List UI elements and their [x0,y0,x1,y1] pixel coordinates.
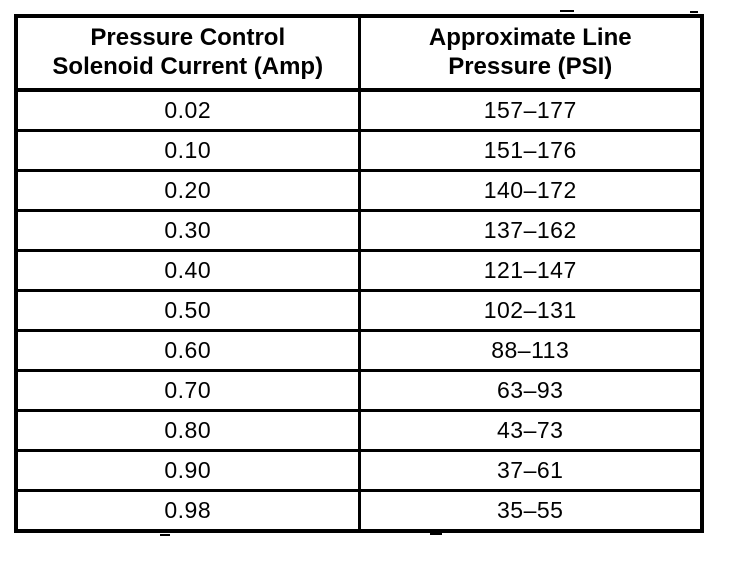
scan-artifact [690,11,698,13]
scan-artifact [430,533,442,535]
header-cell-pressure: Approximate Line Pressure (PSI) [357,14,704,92]
header-row: Pressure Control Solenoid Current (Amp) … [14,14,704,92]
current-cell: 0.20 [14,169,361,212]
header-current-line1: Pressure Control [90,24,286,51]
current-cell: 0.10 [14,129,361,172]
pressure-cell: 88–113 [357,329,704,372]
pressure-cell: 157–177 [357,88,704,132]
current-cell: 0.50 [14,289,361,332]
table-row: 0.98 35–55 [14,489,704,533]
current-cell: 0.02 [14,88,361,132]
header-pressure-line2: Pressure (PSI) [448,53,613,80]
current-cell: 0.40 [14,249,361,292]
pressure-cell: 121–147 [357,249,704,292]
table-row: 0.10 151–176 [14,129,704,172]
table-row: 0.60 88–113 [14,329,704,372]
pressure-cell: 37–61 [357,449,704,492]
current-cell: 0.90 [14,449,361,492]
table-header: Pressure Control Solenoid Current (Amp) … [14,14,704,92]
current-cell: 0.30 [14,209,361,252]
header-pressure-line1: Approximate Line [428,24,632,51]
pressure-cell: 63–93 [357,369,704,412]
table-row: 0.02 157–177 [14,88,704,132]
pressure-cell: 140–172 [357,169,704,212]
header-current-line2: Solenoid Current (Amp) [52,53,324,80]
table-row: 0.20 140–172 [14,169,704,212]
current-cell: 0.60 [14,329,361,372]
table-row: 0.40 121–147 [14,249,704,292]
table-row: 0.30 137–162 [14,209,704,252]
pressure-cell: 137–162 [357,209,704,252]
current-cell: 0.70 [14,369,361,412]
header-cell-current: Pressure Control Solenoid Current (Amp) [14,14,361,92]
table-row: 0.50 102–131 [14,289,704,332]
pressure-table: Pressure Control Solenoid Current (Amp) … [14,14,704,533]
pressure-cell: 151–176 [357,129,704,172]
scan-artifact [160,534,170,536]
pressure-cell: 102–131 [357,289,704,332]
table-row: 0.70 63–93 [14,369,704,412]
pressure-cell: 43–73 [357,409,704,452]
pressure-cell: 35–55 [357,489,704,533]
scan-artifact [560,10,574,12]
table-row: 0.80 43–73 [14,409,704,452]
table-body: 0.02 157–177 0.10 151–176 0.20 140–172 0… [14,88,704,533]
current-cell: 0.98 [14,489,361,533]
table-row: 0.90 37–61 [14,449,704,492]
current-cell: 0.80 [14,409,361,452]
